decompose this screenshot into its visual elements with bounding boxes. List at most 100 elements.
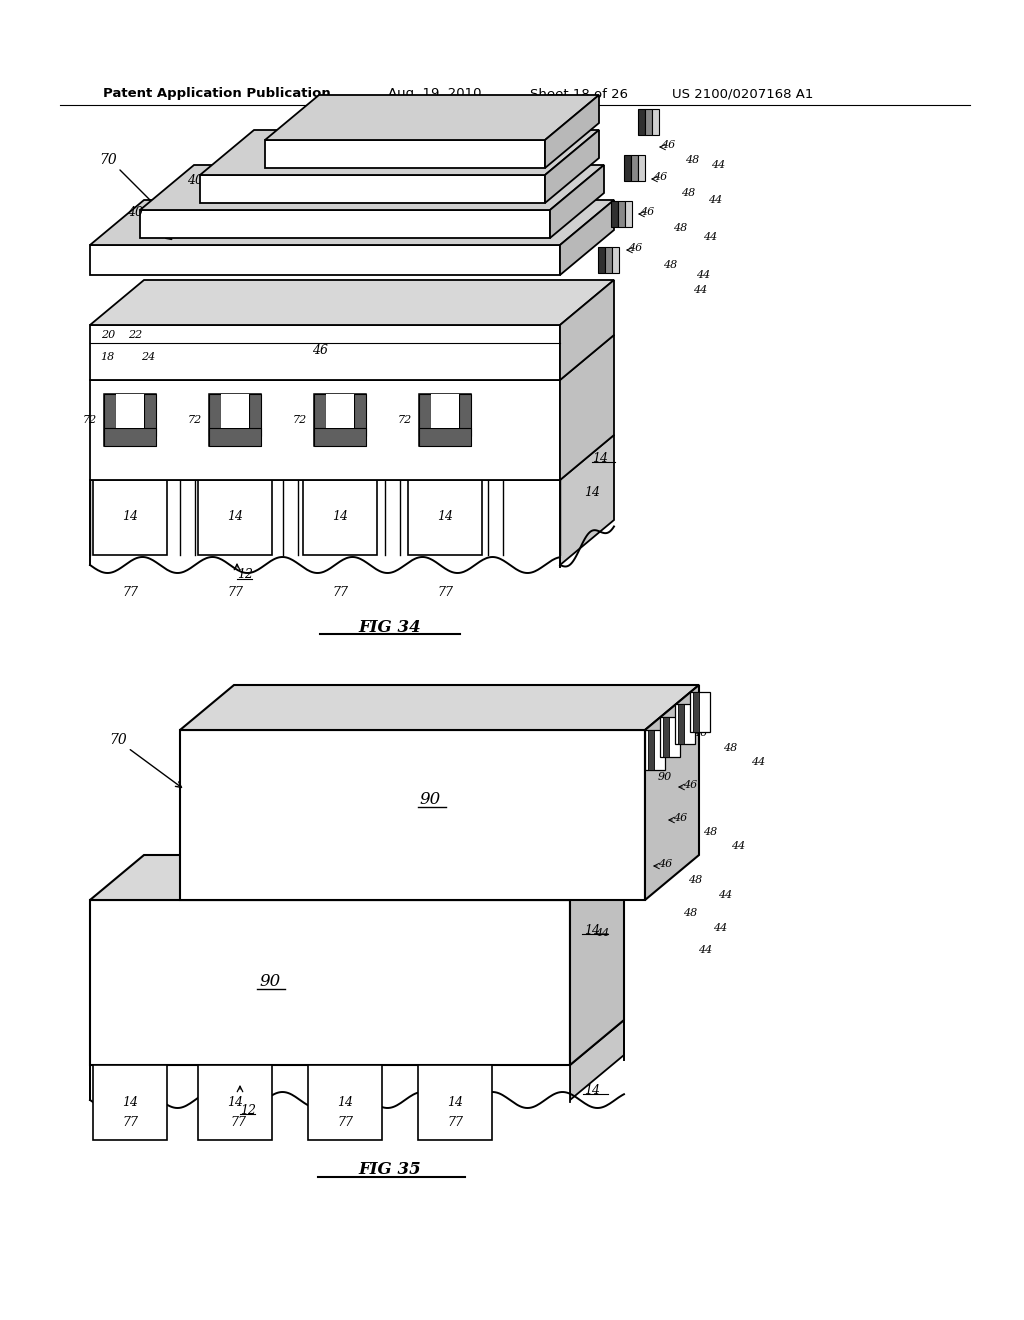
Text: 14: 14 bbox=[437, 511, 453, 524]
Polygon shape bbox=[431, 393, 459, 428]
Polygon shape bbox=[104, 428, 156, 446]
Text: 48: 48 bbox=[685, 154, 699, 165]
Text: 46: 46 bbox=[312, 343, 328, 356]
Polygon shape bbox=[625, 154, 632, 181]
Text: 90: 90 bbox=[420, 792, 440, 808]
Text: 77: 77 bbox=[337, 1115, 353, 1129]
Polygon shape bbox=[314, 393, 326, 436]
Text: 40: 40 bbox=[187, 173, 203, 186]
Polygon shape bbox=[648, 730, 654, 770]
Polygon shape bbox=[605, 247, 612, 273]
Polygon shape bbox=[690, 692, 710, 733]
Polygon shape bbox=[560, 201, 614, 275]
Text: 70: 70 bbox=[99, 153, 117, 168]
Text: 46: 46 bbox=[657, 859, 672, 869]
Text: 14: 14 bbox=[584, 924, 600, 936]
Polygon shape bbox=[90, 201, 614, 246]
Polygon shape bbox=[249, 393, 261, 436]
Text: 72: 72 bbox=[293, 414, 307, 425]
Text: 14: 14 bbox=[447, 1096, 463, 1109]
Polygon shape bbox=[560, 280, 614, 380]
Text: 14: 14 bbox=[122, 511, 138, 524]
Text: 46: 46 bbox=[640, 207, 654, 216]
Text: 46: 46 bbox=[693, 729, 708, 738]
Text: 48: 48 bbox=[673, 223, 687, 234]
Polygon shape bbox=[419, 393, 431, 436]
Polygon shape bbox=[645, 685, 699, 900]
Text: 14: 14 bbox=[122, 1096, 138, 1109]
Polygon shape bbox=[598, 247, 605, 273]
Polygon shape bbox=[93, 1065, 167, 1140]
Text: 14: 14 bbox=[584, 486, 600, 499]
Text: 46: 46 bbox=[660, 140, 675, 150]
Polygon shape bbox=[303, 480, 377, 554]
Polygon shape bbox=[90, 246, 560, 275]
Polygon shape bbox=[144, 393, 156, 436]
Text: 77: 77 bbox=[437, 586, 453, 598]
Polygon shape bbox=[200, 176, 545, 203]
Text: 44: 44 bbox=[702, 232, 717, 242]
Polygon shape bbox=[209, 428, 261, 446]
Text: 48: 48 bbox=[683, 908, 697, 917]
Text: 14: 14 bbox=[332, 511, 348, 524]
Text: 72: 72 bbox=[398, 414, 412, 425]
Polygon shape bbox=[408, 480, 482, 554]
Text: 44: 44 bbox=[698, 945, 712, 954]
Text: 48: 48 bbox=[681, 187, 695, 198]
Polygon shape bbox=[560, 436, 614, 565]
Polygon shape bbox=[693, 692, 699, 733]
Text: 20: 20 bbox=[101, 330, 115, 341]
Text: 14: 14 bbox=[337, 1096, 353, 1109]
Text: 77: 77 bbox=[122, 586, 138, 598]
Text: 40: 40 bbox=[127, 206, 143, 219]
Text: 77: 77 bbox=[332, 586, 348, 598]
Text: 44: 44 bbox=[696, 271, 710, 280]
Polygon shape bbox=[314, 393, 366, 446]
Polygon shape bbox=[644, 110, 651, 135]
Polygon shape bbox=[618, 201, 626, 227]
Polygon shape bbox=[570, 1020, 624, 1100]
Polygon shape bbox=[209, 393, 261, 446]
Polygon shape bbox=[314, 428, 366, 446]
Text: 44: 44 bbox=[693, 285, 708, 294]
Polygon shape bbox=[638, 110, 644, 135]
Polygon shape bbox=[104, 393, 156, 446]
Polygon shape bbox=[459, 393, 471, 436]
Text: 14: 14 bbox=[227, 1096, 243, 1109]
Text: 48: 48 bbox=[688, 875, 702, 884]
Text: 46: 46 bbox=[653, 172, 667, 182]
Text: 77: 77 bbox=[227, 586, 243, 598]
Text: 14: 14 bbox=[227, 511, 243, 524]
Polygon shape bbox=[90, 900, 570, 1065]
Text: FIG 35: FIG 35 bbox=[358, 1162, 421, 1179]
Text: 46: 46 bbox=[673, 813, 687, 822]
Text: 44: 44 bbox=[731, 841, 745, 851]
Polygon shape bbox=[180, 685, 699, 730]
Polygon shape bbox=[90, 380, 560, 480]
Polygon shape bbox=[419, 428, 471, 446]
Polygon shape bbox=[90, 855, 624, 900]
Text: Patent Application Publication: Patent Application Publication bbox=[103, 87, 331, 100]
Polygon shape bbox=[645, 730, 665, 770]
Polygon shape bbox=[326, 393, 354, 428]
Text: 40: 40 bbox=[247, 141, 263, 154]
Text: 44: 44 bbox=[713, 923, 727, 933]
Polygon shape bbox=[612, 247, 618, 273]
Polygon shape bbox=[221, 393, 249, 428]
Polygon shape bbox=[209, 393, 221, 436]
Polygon shape bbox=[560, 335, 614, 480]
Polygon shape bbox=[651, 110, 658, 135]
Polygon shape bbox=[180, 730, 645, 900]
Text: 48: 48 bbox=[702, 828, 717, 837]
Text: 46: 46 bbox=[628, 243, 642, 253]
Text: 77: 77 bbox=[447, 1115, 463, 1129]
Polygon shape bbox=[93, 480, 167, 554]
Polygon shape bbox=[663, 717, 669, 756]
Polygon shape bbox=[116, 393, 144, 428]
Polygon shape bbox=[90, 280, 614, 325]
Polygon shape bbox=[308, 1065, 382, 1140]
Text: 70: 70 bbox=[110, 733, 127, 747]
Text: 14: 14 bbox=[584, 1084, 600, 1097]
Polygon shape bbox=[140, 210, 550, 238]
Polygon shape bbox=[104, 393, 116, 436]
